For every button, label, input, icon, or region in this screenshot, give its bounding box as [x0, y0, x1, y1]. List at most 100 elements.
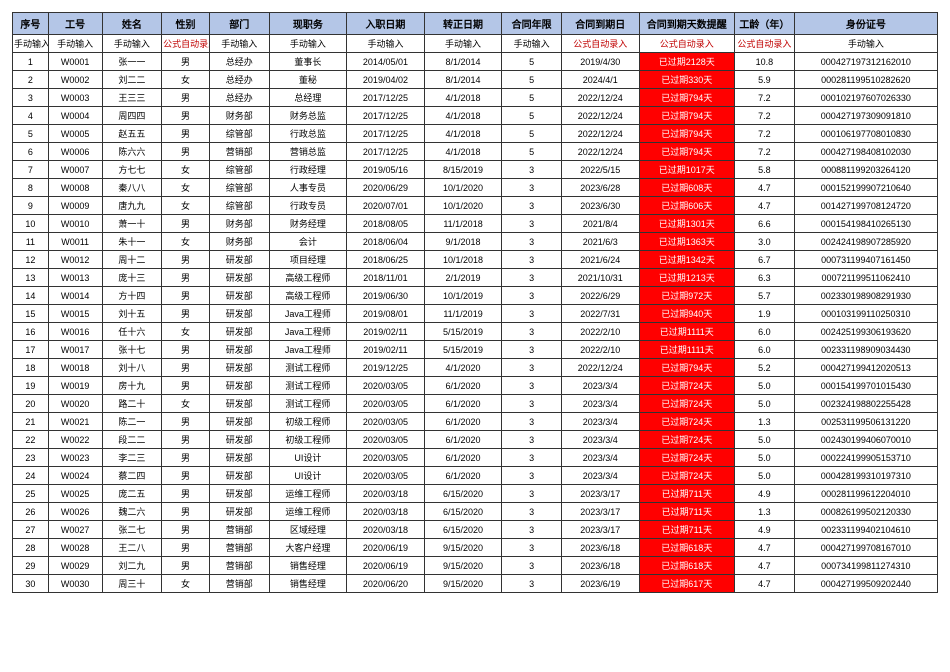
- cell-gender: 女: [162, 179, 210, 197]
- cell-hire: 2020/03/05: [347, 413, 425, 431]
- table-row: 20W0020路二十女研发部测试工程师2020/03/056/1/2020320…: [13, 395, 938, 413]
- cell-reg: 5/15/2019: [424, 341, 502, 359]
- cell-years: 7.2: [735, 89, 795, 107]
- cell-gender: 女: [162, 395, 210, 413]
- employee-table: 序号工号姓名性别部门现职务入职日期转正日期合同年限合同到期日合同到期天数提醒工龄…: [12, 12, 938, 593]
- cell-gender: 男: [162, 359, 210, 377]
- col-header: 性别: [162, 13, 210, 35]
- cell-seq: 14: [13, 287, 49, 305]
- cell-expire: 2021/6/24: [561, 251, 639, 269]
- cell-expire: 2022/12/24: [561, 89, 639, 107]
- cell-gender: 男: [162, 107, 210, 125]
- cell-alert: 已过期724天: [639, 395, 734, 413]
- cell-seq: 9: [13, 197, 49, 215]
- cell-expire: 2022/12/24: [561, 107, 639, 125]
- cell-idno: 002324198802255428: [794, 395, 937, 413]
- cell-years: 5.0: [735, 377, 795, 395]
- cell-idno: 002330198908291930: [794, 287, 937, 305]
- table-row: 24W0024蔡二四男研发部UI设计2020/03/056/1/20203202…: [13, 467, 938, 485]
- cell-name: 朱十一: [102, 233, 162, 251]
- cell-dept: 财务部: [209, 107, 269, 125]
- table-row: 18W0018刘十八男研发部测试工程师2019/12/254/1/2020320…: [13, 359, 938, 377]
- cell-idno: 000224199905153710: [794, 449, 937, 467]
- table-row: 10W0010萧一十男财务部财务经理2018/08/0511/1/2018320…: [13, 215, 938, 233]
- cell-years: 4.7: [735, 557, 795, 575]
- cell-dept: 总经办: [209, 71, 269, 89]
- cell-hire: 2020/06/19: [347, 539, 425, 557]
- cell-dept: 营销部: [209, 521, 269, 539]
- cell-reg: 9/15/2020: [424, 557, 502, 575]
- cell-seq: 22: [13, 431, 49, 449]
- cell-alert: 已过期330天: [639, 71, 734, 89]
- cell-dept: 综管部: [209, 161, 269, 179]
- table-row: 22W0022段二二男研发部初级工程师2020/03/056/1/2020320…: [13, 431, 938, 449]
- cell-hire: 2020/03/05: [347, 449, 425, 467]
- cell-reg: 2/1/2019: [424, 269, 502, 287]
- cell-gender: 男: [162, 89, 210, 107]
- col-subheader: 手动输入: [794, 35, 937, 53]
- cell-years: 7.2: [735, 107, 795, 125]
- table-row: 16W0016任十六女研发部Java工程师2019/02/115/15/2019…: [13, 323, 938, 341]
- cell-reg: 4/1/2018: [424, 107, 502, 125]
- cell-idno: 000428199310197310: [794, 467, 937, 485]
- cell-dept: 综管部: [209, 125, 269, 143]
- cell-reg: 8/1/2014: [424, 71, 502, 89]
- table-row: 7W0007方七七女综管部行政经理2019/05/168/15/20193202…: [13, 161, 938, 179]
- cell-expire: 2023/6/28: [561, 179, 639, 197]
- cell-seq: 30: [13, 575, 49, 593]
- cell-reg: 6/1/2020: [424, 413, 502, 431]
- cell-expire: 2023/6/19: [561, 575, 639, 593]
- cell-reg: 10/1/2019: [424, 287, 502, 305]
- cell-id: W0010: [48, 215, 102, 233]
- cell-idno: 000281199510282620: [794, 71, 937, 89]
- col-subheader: 手动输入: [424, 35, 502, 53]
- cell-idno: 000721199511062410: [794, 269, 937, 287]
- cell-pos: 大客户经理: [269, 539, 347, 557]
- cell-pos: 财务总监: [269, 107, 347, 125]
- cell-years: 7.2: [735, 143, 795, 161]
- cell-pos: 运维工程师: [269, 503, 347, 521]
- cell-id: W0017: [48, 341, 102, 359]
- cell-id: W0001: [48, 53, 102, 71]
- cell-seq: 1: [13, 53, 49, 71]
- cell-name: 蔡二四: [102, 467, 162, 485]
- table-row: 6W0006陈六六男营销部营销总监2017/12/254/1/201852022…: [13, 143, 938, 161]
- cell-idno: 000427198408102030: [794, 143, 937, 161]
- cell-alert: 已过期618天: [639, 557, 734, 575]
- cell-alert: 已过期794天: [639, 359, 734, 377]
- cell-seq: 19: [13, 377, 49, 395]
- cell-reg: 6/1/2020: [424, 377, 502, 395]
- cell-name: 陈六六: [102, 143, 162, 161]
- cell-reg: 6/1/2020: [424, 395, 502, 413]
- cell-seq: 7: [13, 161, 49, 179]
- table-row: 27W0027张二七男营销部区域经理2020/03/186/15/2020320…: [13, 521, 938, 539]
- cell-years: 5.0: [735, 467, 795, 485]
- cell-dept: 研发部: [209, 395, 269, 413]
- cell-seq: 24: [13, 467, 49, 485]
- cell-dept: 研发部: [209, 377, 269, 395]
- cell-seq: 25: [13, 485, 49, 503]
- cell-gender: 男: [162, 143, 210, 161]
- cell-term: 3: [502, 359, 562, 377]
- cell-name: 房十九: [102, 377, 162, 395]
- cell-dept: 研发部: [209, 467, 269, 485]
- cell-id: W0012: [48, 251, 102, 269]
- cell-years: 10.8: [735, 53, 795, 71]
- cell-idno: 002331198909034430: [794, 341, 937, 359]
- cell-idno: 002424198907285920: [794, 233, 937, 251]
- cell-reg: 6/15/2020: [424, 521, 502, 539]
- cell-name: 刘十八: [102, 359, 162, 377]
- cell-idno: 000154198410265130: [794, 215, 937, 233]
- cell-pos: 行政经理: [269, 161, 347, 179]
- cell-id: W0008: [48, 179, 102, 197]
- cell-seq: 4: [13, 107, 49, 125]
- cell-pos: 董秘: [269, 71, 347, 89]
- cell-hire: 2020/03/18: [347, 521, 425, 539]
- cell-gender: 女: [162, 575, 210, 593]
- cell-term: 3: [502, 431, 562, 449]
- cell-reg: 11/1/2019: [424, 305, 502, 323]
- cell-expire: 2022/2/10: [561, 341, 639, 359]
- col-header: 合同到期天数提醒: [639, 13, 734, 35]
- cell-expire: 2022/12/24: [561, 125, 639, 143]
- cell-gender: 男: [162, 449, 210, 467]
